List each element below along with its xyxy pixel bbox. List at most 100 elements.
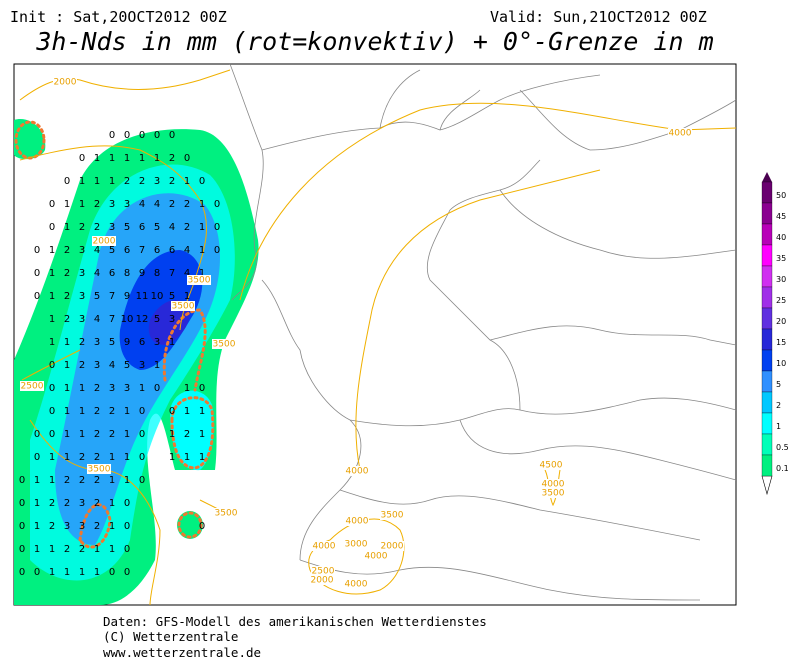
precip-value: 0 xyxy=(19,475,25,486)
precip-value: 6 xyxy=(124,245,130,256)
precip-value: 0 xyxy=(199,176,205,187)
colorbar-segment xyxy=(761,286,773,309)
precip-value: 2 xyxy=(109,429,115,440)
colorbar-segment xyxy=(761,202,773,225)
precip-value: 2 xyxy=(94,429,100,440)
precip-value: 0 xyxy=(49,383,55,394)
precip-value: 2 xyxy=(184,222,190,233)
precip-value: 0 xyxy=(34,245,40,256)
convective-area xyxy=(177,511,203,539)
precip-value: 1 xyxy=(64,360,70,371)
colorbar-segment xyxy=(761,181,773,204)
precip-value: 1 xyxy=(124,475,130,486)
contour-label-bg xyxy=(87,464,111,474)
precip-value: 1 xyxy=(184,291,190,302)
precip-value: 1 xyxy=(64,337,70,348)
contour-label-bg xyxy=(364,551,388,561)
precip-value: 0 xyxy=(124,521,130,532)
precip-value: 2 xyxy=(169,199,175,210)
precip-value: 0 xyxy=(64,176,70,187)
precip-value: 2 xyxy=(79,544,85,555)
precip-value: 10 xyxy=(151,291,164,302)
precip-value: 2 xyxy=(64,245,70,256)
precip-value: 11 xyxy=(136,291,149,302)
contour-label-bg xyxy=(345,466,369,476)
precip-value: 7 xyxy=(109,291,115,302)
colorbar-label: 40 xyxy=(776,233,786,242)
precip-value: 0 xyxy=(214,199,220,210)
precip-value: 3 xyxy=(169,314,175,325)
contour-label: 2000 xyxy=(311,576,334,586)
precip-value: 8 xyxy=(154,268,160,279)
precip-value: 4 xyxy=(94,245,100,256)
precip-value: 8 xyxy=(124,268,130,279)
map-title: 3h-Nds in mm (rot=konvektiv) + 0°-Grenze… xyxy=(35,27,713,56)
precip-value: 1 xyxy=(79,199,85,210)
precip-east-cell xyxy=(170,390,214,471)
precip-value: 1 xyxy=(154,153,160,164)
precip-value: 2 xyxy=(64,291,70,302)
precip-value: 2 xyxy=(169,176,175,187)
colorbar-label: 15 xyxy=(776,338,786,347)
precip-value: 1 xyxy=(79,406,85,417)
precip-value: 1 xyxy=(184,383,190,394)
precip-value: 2 xyxy=(64,544,70,555)
precip-value: 7 xyxy=(169,268,175,279)
contour-label-bg xyxy=(344,539,368,549)
precip-value: 3 xyxy=(79,521,85,532)
precip-value: 2 xyxy=(94,475,100,486)
contour-label-bg xyxy=(345,516,369,526)
precip-value: 2 xyxy=(79,452,85,463)
precip-value: 10 xyxy=(121,314,134,325)
precip-value: 2 xyxy=(94,498,100,509)
precip-value: 1 xyxy=(49,291,55,302)
precip-value: 1 xyxy=(64,383,70,394)
precip-value: 0 xyxy=(214,222,220,233)
precip-value: 4 xyxy=(184,245,190,256)
colorbar-segment xyxy=(761,223,773,246)
precip-value: 5 xyxy=(109,337,115,348)
precip-value: 0 xyxy=(184,153,190,164)
precip-value: 4 xyxy=(184,268,190,279)
precip-value: 3 xyxy=(94,360,100,371)
precip-value: 0 xyxy=(139,406,145,417)
precip-value: 0 xyxy=(169,130,175,141)
precip-value: 5 xyxy=(169,291,175,302)
precip-value: 1 xyxy=(109,452,115,463)
precip-value: 1 xyxy=(199,222,205,233)
precip-value: 1 xyxy=(109,153,115,164)
colorbar-label: 45 xyxy=(776,212,786,221)
precip-value: 2 xyxy=(79,360,85,371)
precip-value: 1 xyxy=(49,452,55,463)
precip-value: 2 xyxy=(184,199,190,210)
precip-value: 6 xyxy=(154,245,160,256)
precip-value: 0 xyxy=(124,498,130,509)
contour-label: 4000 xyxy=(345,580,368,590)
precip-value: 7 xyxy=(109,314,115,325)
precip-value: 1 xyxy=(199,245,205,256)
colorbar-segment xyxy=(761,412,773,435)
contour-label-bg xyxy=(214,508,238,518)
contour-label-bg xyxy=(539,460,563,470)
precip-value: 1 xyxy=(34,475,40,486)
precip-value: 2 xyxy=(94,406,100,417)
precip-value: 1 xyxy=(49,544,55,555)
contour-label: 4000 xyxy=(346,517,369,527)
contour-label-bg xyxy=(171,301,195,311)
precip-value: 2 xyxy=(79,337,85,348)
precip-value: 1 xyxy=(124,153,130,164)
precip-value: 6 xyxy=(109,268,115,279)
precip-value: 3 xyxy=(64,521,70,532)
precip-value: 1 xyxy=(199,452,205,463)
valid-time: Valid: Sun,21OCT2012 00Z xyxy=(490,8,707,26)
precip-value: 0 xyxy=(124,567,130,578)
precip-value: 1 xyxy=(64,567,70,578)
precip-value: 0 xyxy=(19,567,25,578)
precip-value: 5 xyxy=(124,360,130,371)
precip-value: 1 xyxy=(139,153,145,164)
precip-value: 2 xyxy=(49,498,55,509)
precip-value: 3 xyxy=(124,199,130,210)
colorbar-segment xyxy=(761,370,773,393)
contour-label: 4000 xyxy=(365,552,388,562)
contour-label: 3500 xyxy=(172,302,195,312)
